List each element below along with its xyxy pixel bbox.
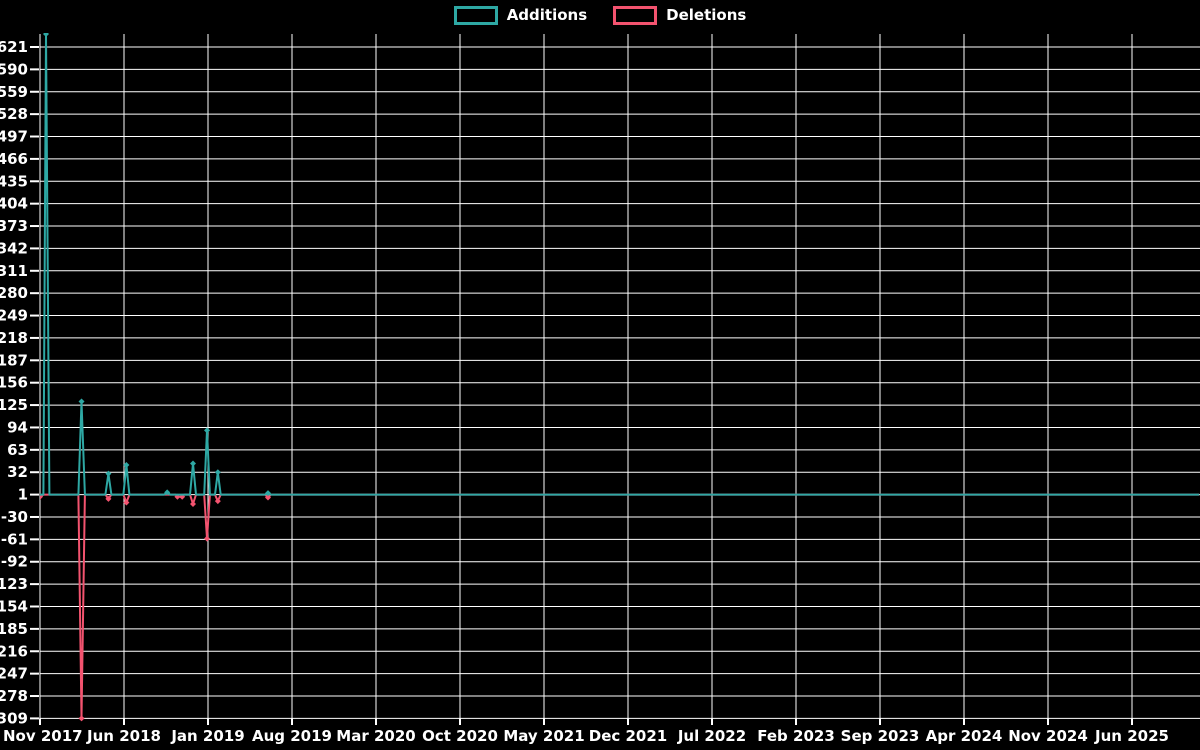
svg-text:621: 621 [0, 38, 28, 56]
svg-text:Mar 2020: Mar 2020 [336, 727, 415, 745]
svg-text:-309: -309 [0, 709, 28, 727]
svg-text:Dec 2021: Dec 2021 [589, 727, 668, 745]
svg-text:-30: -30 [1, 508, 28, 526]
svg-text:Nov 2017: Nov 2017 [3, 727, 83, 745]
legend-label-additions: Additions [506, 6, 588, 24]
svg-text:187: 187 [0, 351, 28, 369]
chart-legend: Additions Deletions [0, 6, 1200, 25]
svg-text:-92: -92 [1, 553, 28, 571]
svg-text:Jan 2019: Jan 2019 [170, 727, 244, 745]
svg-text:32: 32 [7, 463, 28, 481]
svg-text:249: 249 [0, 307, 28, 325]
svg-text:Sep 2023: Sep 2023 [841, 727, 920, 745]
svg-text:156: 156 [0, 374, 28, 392]
svg-text:-123: -123 [0, 575, 28, 593]
svg-text:Apr 2024: Apr 2024 [926, 727, 1003, 745]
svg-text:311: 311 [0, 262, 28, 280]
svg-text:Jun 2025: Jun 2025 [1094, 727, 1169, 745]
svg-text:94: 94 [7, 418, 28, 436]
svg-text:May 2021: May 2021 [503, 727, 584, 745]
svg-text:Nov 2024: Nov 2024 [1008, 727, 1088, 745]
additions-swatch-icon [453, 6, 498, 25]
legend-item-deletions[interactable]: Deletions [613, 6, 746, 25]
svg-text:Oct 2020: Oct 2020 [422, 727, 498, 745]
svg-text:590: 590 [0, 60, 28, 78]
svg-text:125: 125 [0, 396, 28, 414]
svg-text:218: 218 [0, 329, 28, 347]
svg-text:-278: -278 [0, 687, 28, 705]
svg-text:373: 373 [0, 217, 28, 235]
svg-text:497: 497 [0, 128, 28, 146]
legend-label-deletions: Deletions [666, 6, 747, 24]
svg-text:466: 466 [0, 150, 28, 168]
svg-text:528: 528 [0, 105, 28, 123]
svg-text:-185: -185 [0, 620, 28, 638]
svg-text:1: 1 [18, 486, 28, 504]
deletions-swatch-icon [613, 6, 658, 25]
svg-text:-154: -154 [0, 597, 28, 615]
svg-text:-61: -61 [1, 530, 28, 548]
svg-text:-216: -216 [0, 642, 28, 660]
svg-text:342: 342 [0, 239, 28, 257]
svg-text:Jun 2018: Jun 2018 [86, 727, 161, 745]
svg-text:63: 63 [7, 441, 28, 459]
legend-item-additions[interactable]: Additions [453, 6, 588, 25]
svg-text:435: 435 [0, 172, 28, 190]
svg-text:-247: -247 [0, 665, 28, 683]
svg-text:280: 280 [0, 284, 28, 302]
svg-text:Jul 2022: Jul 2022 [677, 727, 746, 745]
svg-text:404: 404 [0, 195, 28, 213]
svg-text:Aug 2019: Aug 2019 [252, 727, 332, 745]
svg-text:559: 559 [0, 83, 28, 101]
svg-text:Feb 2023: Feb 2023 [757, 727, 835, 745]
